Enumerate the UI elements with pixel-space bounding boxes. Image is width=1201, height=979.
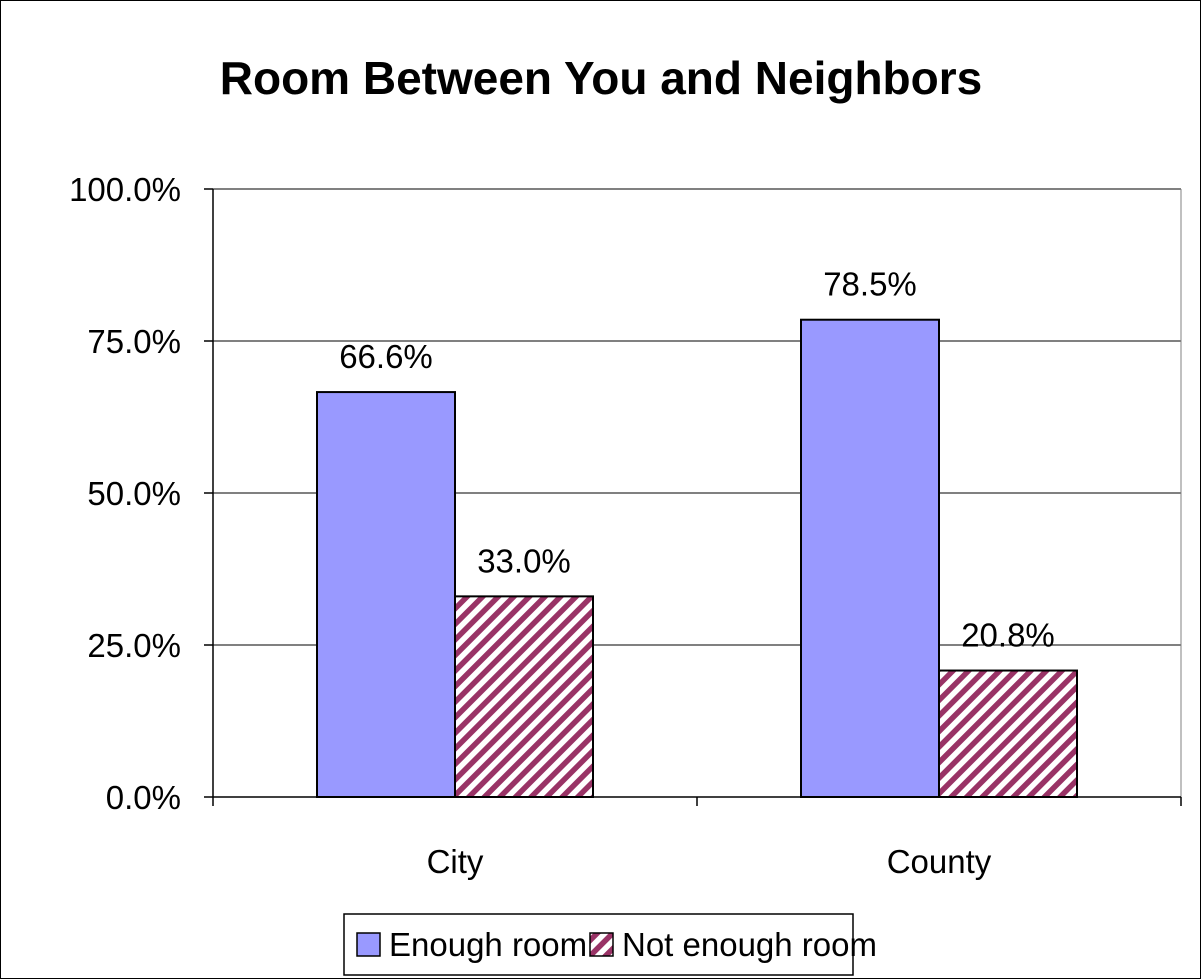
legend-label-0: Enough room <box>389 926 587 963</box>
x-tick-label-0: City <box>427 843 484 880</box>
y-tick-label-4: 100.0% <box>69 171 181 208</box>
chart-legend: Enough room Not enough room <box>343 913 877 976</box>
legend-swatch-0 <box>356 932 381 957</box>
y-tick-label-1: 25.0% <box>87 627 181 664</box>
bar-city-series-0 <box>316 391 456 798</box>
y-tick-label-3: 75.0% <box>87 323 181 360</box>
bars-layer <box>316 318 1078 799</box>
x-tick-label-1: County <box>887 843 992 880</box>
bar-county-series-0 <box>800 318 940 798</box>
bar-city-series-1 <box>454 595 594 798</box>
data-label-county-series-0: 78.5% <box>823 266 917 303</box>
legend-swatch-1 <box>589 932 614 957</box>
y-tick-label-0: 0.0% <box>106 779 181 816</box>
labels-layer: 66.6% 33.0% City 78.5% 20.8% County 0.0% 25.0% 5… <box>69 171 1055 880</box>
data-label-county-series-1: 20.8% <box>961 617 1055 654</box>
chart-title: Room Between You and Neighbors <box>220 52 982 104</box>
axes-layer <box>204 188 1182 806</box>
data-label-city-series-1: 33.0% <box>477 542 571 579</box>
data-label-city-series-0: 66.6% <box>339 338 433 375</box>
y-tick-label-2: 50.0% <box>87 475 181 512</box>
bar-county-series-1 <box>938 669 1078 799</box>
legend-label-1: Not enough room <box>622 926 877 963</box>
